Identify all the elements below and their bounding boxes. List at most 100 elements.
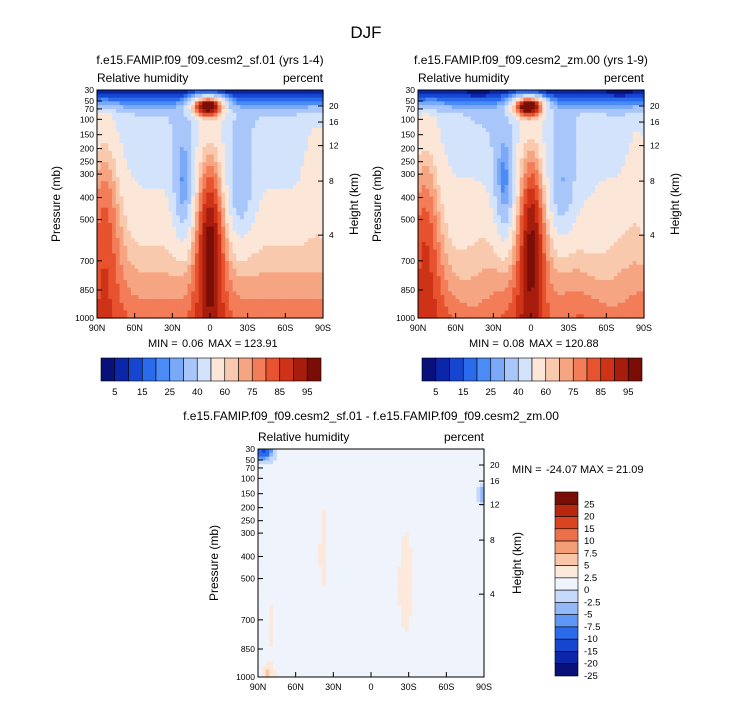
contour-cell [108, 264, 113, 270]
contour-cell [538, 169, 543, 175]
contour-cell [266, 264, 271, 270]
contour-cell [210, 147, 215, 152]
contour-cell [266, 154, 271, 159]
contour-cell [598, 124, 604, 129]
contour-cell [142, 264, 147, 270]
contour-cell [515, 154, 521, 159]
contour-cell [429, 109, 434, 114]
contour-cell [277, 204, 283, 209]
contour-cell [206, 147, 211, 152]
contour-cell [285, 154, 290, 159]
contour-cell [270, 283, 275, 289]
contour-cell [628, 109, 634, 114]
contour-cell [304, 223, 309, 228]
contour-cell [262, 242, 268, 247]
contour-cell [221, 299, 226, 304]
colorbar-box [155, 357, 171, 382]
contour-cell [315, 223, 320, 228]
contour-cell [504, 162, 509, 167]
contour-cell [270, 101, 275, 106]
contour-cell [625, 101, 630, 106]
contour-cell [221, 306, 226, 311]
contour-cell [112, 173, 117, 178]
pressure-tick-label: 250 [80, 157, 94, 167]
contour-cell [108, 90, 113, 95]
contour-cell [153, 207, 158, 213]
contour-cell [127, 97, 132, 102]
contour-cell [617, 154, 622, 159]
contour-cell [179, 143, 185, 148]
contour-cell [512, 169, 517, 175]
contour-cell [485, 162, 491, 167]
contour-cell [587, 97, 592, 102]
contour-cell [251, 150, 256, 156]
contour-cell [546, 131, 551, 137]
contour-cell [202, 257, 207, 262]
contour-cell [482, 97, 487, 102]
contour-cell [153, 272, 158, 277]
contour-cell [583, 135, 589, 140]
contour-cell [161, 169, 166, 175]
contour-cell [210, 226, 215, 232]
contour-cell [425, 128, 430, 133]
contour-cell [104, 143, 109, 148]
contour-cell [168, 97, 173, 102]
contour-cell [262, 147, 268, 152]
contour-cell [210, 211, 215, 216]
contour-cell [138, 177, 143, 182]
contour-cell [115, 166, 121, 171]
contour-cell [191, 158, 196, 163]
contour-cell [262, 196, 268, 201]
contour-cell [613, 150, 619, 156]
contour-cell [119, 97, 124, 102]
contour-cell [217, 135, 222, 140]
contour-cell [119, 207, 124, 213]
contour-cell [277, 287, 283, 292]
contour-cell [164, 116, 170, 121]
contour-cell [602, 154, 607, 159]
contour-cell [587, 166, 592, 171]
contour-cell [497, 169, 502, 175]
contour-cell [202, 139, 207, 144]
contour-cell [251, 211, 256, 216]
contour-cell [546, 109, 551, 114]
contour-cell [240, 124, 245, 129]
contour-cell [300, 276, 305, 281]
contour-cell [451, 162, 457, 167]
contour-cell [463, 112, 468, 118]
contour-cell [112, 120, 117, 125]
contour-cell [217, 162, 222, 167]
contour-cell [217, 192, 222, 197]
contour-cell [493, 166, 498, 171]
contour-cell [258, 223, 264, 228]
contour-cell [172, 120, 177, 125]
contour-cell [557, 135, 562, 140]
contour-cell [236, 131, 241, 137]
contour-cell [194, 211, 200, 216]
contour-cell [262, 207, 268, 213]
contour-cell [289, 192, 294, 197]
contour-cell [300, 249, 305, 254]
contour-cell [97, 101, 102, 106]
contour-cell [97, 264, 102, 270]
contour-cell [319, 204, 324, 209]
contour-cell [138, 154, 143, 159]
contour-cell [493, 90, 498, 95]
contour-cell [315, 283, 320, 289]
contour-cell [153, 219, 158, 224]
contour-cell [292, 90, 298, 95]
contour-cell [576, 105, 581, 110]
contour-cell [255, 230, 260, 235]
contour-cell [138, 268, 143, 273]
contour-cell [97, 177, 102, 182]
contour-cell [425, 150, 430, 156]
contour-cell [421, 139, 427, 144]
contour-cell [115, 128, 121, 133]
contour-cell [296, 166, 301, 171]
contour-cell [210, 223, 215, 228]
contour-cell [262, 272, 268, 277]
contour-cell [292, 97, 298, 102]
contour-cell [258, 177, 264, 182]
contour-cell [194, 287, 200, 292]
contour-cell [482, 120, 487, 125]
